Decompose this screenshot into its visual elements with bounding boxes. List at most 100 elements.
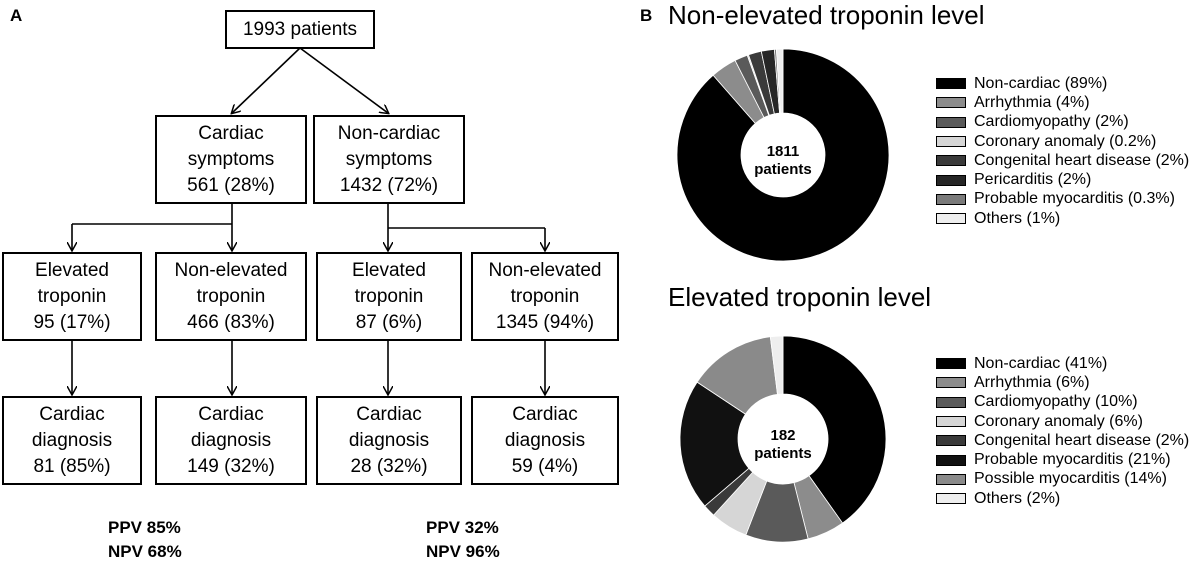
elevated-troponin-box: Elevated troponin 87 (6%)	[316, 252, 462, 341]
top-legend: Non-cardiac (89%) Arrhythmia (4%) Cardiomy…	[936, 74, 1189, 228]
top-donut-chart: 1811 patients	[676, 48, 890, 262]
box-count: 87 (6%)	[355, 311, 423, 333]
box-line: diagnosis	[348, 429, 430, 451]
stats-right: PPV 32% NPV 96%	[426, 516, 500, 564]
legend-label: Possible myocarditis (14%)	[974, 470, 1167, 488]
legend-item: Coronary anomaly (0.2%)	[936, 132, 1189, 151]
legend-swatch	[936, 377, 966, 389]
legend-label: Arrhythmia (4%)	[974, 93, 1090, 111]
donut-hole	[738, 394, 828, 484]
legend-label: Coronary anomaly (0.2%)	[974, 132, 1157, 150]
legend-label: Congenital heart disease (2%)	[974, 151, 1190, 169]
legend-swatch	[936, 213, 966, 225]
box-line: troponin	[37, 285, 107, 307]
cardiac-diagnosis-box: Cardiac diagnosis 28 (32%)	[316, 396, 462, 485]
legend-label: Pericarditis (2%)	[974, 171, 1092, 189]
legend-label: Coronary anomaly (6%)	[974, 412, 1143, 430]
box-count: 149 (32%)	[187, 455, 275, 477]
box-line: diagnosis	[31, 429, 113, 451]
legend-label: Others (1%)	[974, 209, 1061, 227]
box-line: Cardiac	[198, 122, 264, 144]
arrow-root-to-noncardiac	[299, 47, 388, 113]
elevated-troponin-box: Elevated troponin 95 (17%)	[2, 252, 142, 341]
box-count: 1345 (94%)	[495, 311, 595, 333]
box-line: diagnosis	[504, 429, 586, 451]
legend-item: Pericarditis (2%)	[936, 170, 1189, 189]
bottom-donut-chart: 182 patients	[679, 335, 887, 543]
legend-swatch	[936, 454, 966, 466]
box-count: 466 (83%)	[187, 311, 275, 333]
legend-item: Coronary anomaly (6%)	[936, 412, 1189, 431]
box-line: Cardiac	[356, 403, 422, 425]
top-chart-title: Non-elevated troponin level	[668, 0, 985, 30]
legend-swatch	[936, 174, 966, 186]
box-line: Non-cardiac	[337, 122, 441, 144]
legend-label: Non-cardiac (41%)	[974, 354, 1108, 372]
root-box: 1993 patients	[225, 10, 375, 49]
center-count: 1811	[767, 143, 800, 160]
bottom-chart-title: Elevated troponin level	[668, 282, 932, 312]
box-count: 28 (32%)	[350, 455, 428, 477]
legend-swatch	[936, 473, 966, 485]
npv-value: NPV 68%	[108, 542, 182, 561]
legend-swatch	[936, 493, 966, 505]
box-line: symptoms	[187, 148, 275, 170]
center-count: 182	[770, 427, 795, 444]
box-count: 59 (4%)	[511, 455, 579, 477]
box-count: 95 (17%)	[33, 311, 111, 333]
nonelevated-troponin-box: Non-elevated troponin 466 (83%)	[155, 252, 307, 341]
box-line: Elevated	[352, 259, 426, 281]
stats-left: PPV 85% NPV 68%	[108, 516, 182, 564]
box-count: 81 (85%)	[33, 455, 111, 477]
legend-swatch	[936, 435, 966, 447]
legend-label: Arrhythmia (6%)	[974, 373, 1090, 391]
box-line: Cardiac	[512, 403, 578, 425]
center-unit: patients	[754, 445, 812, 462]
legend-swatch	[936, 97, 966, 109]
cardiac-diagnosis-box: Cardiac diagnosis 81 (85%)	[2, 396, 142, 485]
legend-item: Congenital heart disease (2%)	[936, 431, 1189, 450]
box-line: Elevated	[35, 259, 109, 281]
legend-item: Others (1%)	[936, 209, 1189, 228]
ppv-value: PPV 85%	[108, 518, 181, 537]
legend-swatch	[936, 358, 966, 370]
legend-swatch	[936, 116, 966, 128]
box-line: troponin	[354, 285, 424, 307]
root-label: 1993 patients	[242, 18, 358, 40]
legend-swatch	[936, 416, 966, 428]
legend-item: Arrhythmia (4%)	[936, 93, 1189, 112]
box-line: Non-elevated	[488, 259, 602, 281]
panel-a-label: A	[10, 6, 23, 25]
center-unit: patients	[754, 161, 812, 178]
legend-swatch	[936, 136, 966, 148]
arrow-root-to-cardiac	[232, 47, 301, 113]
donut-hole	[741, 113, 825, 197]
noncardiac-symptoms-box: Non-cardiac symptoms 1432 (72%)	[313, 115, 465, 204]
legend-item: Cardiomyopathy (10%)	[936, 393, 1189, 412]
legend-label: Probable myocarditis (21%)	[974, 451, 1171, 469]
legend-swatch	[936, 396, 966, 408]
legend-item: Arrhythmia (6%)	[936, 373, 1189, 392]
legend-item: Cardiomyopathy (2%)	[936, 113, 1189, 132]
panel-b-label: B	[640, 6, 653, 25]
legend-label: Others (2%)	[974, 489, 1061, 507]
bottom-legend: Non-cardiac (41%) Arrhythmia (6%) Cardiomy…	[936, 354, 1189, 508]
legend-swatch	[936, 155, 966, 167]
flowchart-arrows	[0, 47, 640, 562]
legend-label: Cardiomyopathy (2%)	[974, 113, 1129, 131]
box-line: troponin	[510, 285, 580, 307]
box-line: Cardiac	[39, 403, 105, 425]
box-line: Cardiac	[198, 403, 264, 425]
legend-item: Non-cardiac (41%)	[936, 354, 1189, 373]
legend-item: Congenital heart disease (2%)	[936, 151, 1189, 170]
ppv-value: PPV 32%	[426, 518, 499, 537]
npv-value: NPV 96%	[426, 542, 500, 561]
box-line: symptoms	[345, 148, 433, 170]
legend-item: Probable myocarditis (0.3%)	[936, 190, 1189, 209]
legend-item: Possible myocarditis (14%)	[936, 470, 1189, 489]
box-line: troponin	[196, 285, 266, 307]
box-line: Non-elevated	[174, 259, 288, 281]
box-count: 1432 (72%)	[339, 174, 439, 196]
legend-label: Congenital heart disease (2%)	[974, 431, 1190, 449]
legend-item: Non-cardiac (89%)	[936, 74, 1189, 93]
